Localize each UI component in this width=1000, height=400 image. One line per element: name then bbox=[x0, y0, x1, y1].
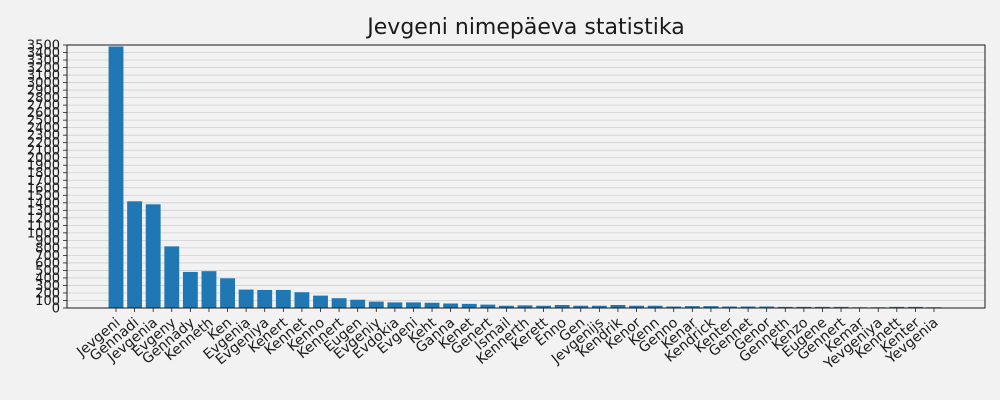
y-tick-label: 1700 bbox=[27, 174, 60, 189]
y-tick-label: 500 bbox=[35, 264, 60, 279]
y-tick-label: 2100 bbox=[27, 144, 60, 159]
bar bbox=[777, 306, 793, 308]
y-tick-label: 1800 bbox=[27, 166, 60, 181]
bar bbox=[666, 306, 682, 308]
bar bbox=[480, 304, 496, 308]
y-tick-label: 3200 bbox=[27, 61, 60, 76]
bar bbox=[182, 271, 198, 308]
y-tick-label: 1600 bbox=[27, 181, 60, 196]
y-tick-label: 1000 bbox=[27, 226, 60, 241]
bar bbox=[629, 305, 644, 308]
bar bbox=[517, 305, 533, 308]
y-tick-label: 1900 bbox=[27, 159, 60, 174]
bar bbox=[220, 278, 235, 308]
y-tick-label: 3300 bbox=[27, 54, 60, 69]
chart-title: Jevgeni nimepäeva statistika bbox=[365, 15, 684, 40]
y-tick-label: 700 bbox=[35, 249, 60, 264]
bar bbox=[424, 302, 440, 308]
y-tick-label: 2700 bbox=[27, 99, 60, 114]
bar bbox=[591, 305, 607, 308]
bar bbox=[647, 305, 663, 308]
y-tick-label: 200 bbox=[35, 286, 60, 301]
y-tick-label: 2600 bbox=[27, 106, 60, 121]
y-tick-label: 600 bbox=[35, 256, 60, 271]
y-tick-label: 3000 bbox=[27, 76, 60, 91]
y-tick-label: 800 bbox=[35, 241, 60, 256]
y-tick-label: 2300 bbox=[27, 129, 60, 144]
bar bbox=[145, 204, 161, 308]
bar bbox=[164, 246, 180, 308]
bar bbox=[536, 305, 552, 308]
bar bbox=[815, 306, 830, 308]
y-tick-label: 400 bbox=[35, 271, 60, 286]
y-tick-label: 1200 bbox=[27, 211, 60, 226]
y-tick-label: 3100 bbox=[27, 69, 60, 84]
bar bbox=[461, 303, 477, 308]
bar bbox=[238, 289, 254, 308]
y-tick-label: 2400 bbox=[27, 121, 60, 136]
bar bbox=[443, 303, 459, 308]
y-tick-label: 1500 bbox=[27, 189, 60, 204]
y-tick-label: 2500 bbox=[27, 114, 60, 129]
bar bbox=[387, 302, 403, 308]
bar bbox=[759, 306, 775, 308]
bar bbox=[722, 306, 737, 308]
bar bbox=[331, 298, 347, 308]
y-tick-label: 3400 bbox=[27, 46, 60, 61]
bar bbox=[907, 306, 923, 308]
axes-background bbox=[67, 45, 985, 308]
y-tick-label: 900 bbox=[35, 234, 60, 249]
y-tick-label: 0 bbox=[52, 302, 60, 317]
axes-frame bbox=[66, 44, 986, 309]
bar bbox=[275, 289, 291, 308]
bar bbox=[127, 201, 143, 308]
y-tick-label: 100 bbox=[35, 294, 60, 309]
bar bbox=[554, 304, 570, 308]
y-tick-label: 3500 bbox=[27, 39, 60, 54]
y-tick-label: 1100 bbox=[27, 219, 60, 234]
bar bbox=[368, 301, 384, 308]
y-tick-label: 2000 bbox=[27, 151, 60, 166]
y-tick-label: 1400 bbox=[27, 196, 60, 211]
bar bbox=[740, 306, 756, 308]
bar bbox=[350, 299, 366, 308]
bar bbox=[796, 306, 812, 308]
bar bbox=[573, 305, 589, 308]
bar bbox=[703, 306, 719, 308]
bar bbox=[684, 306, 700, 308]
bar bbox=[610, 304, 626, 308]
bar bbox=[108, 46, 124, 308]
bar bbox=[498, 305, 514, 308]
y-tick-label: 300 bbox=[35, 279, 60, 294]
bar bbox=[257, 289, 273, 308]
bar bbox=[201, 271, 217, 308]
y-tick-label: 2900 bbox=[27, 84, 60, 99]
bar bbox=[889, 306, 905, 308]
plot-area: JevgeniGennadiJevgeniaEvgenyGennadyKenne… bbox=[27, 39, 986, 373]
y-tick-label: 2200 bbox=[27, 136, 60, 151]
bar bbox=[833, 306, 849, 308]
bar bbox=[294, 292, 310, 308]
y-tick-label: 1300 bbox=[27, 204, 60, 219]
bar bbox=[313, 295, 328, 308]
y-tick-label: 2800 bbox=[27, 91, 60, 106]
bar bbox=[406, 302, 421, 308]
